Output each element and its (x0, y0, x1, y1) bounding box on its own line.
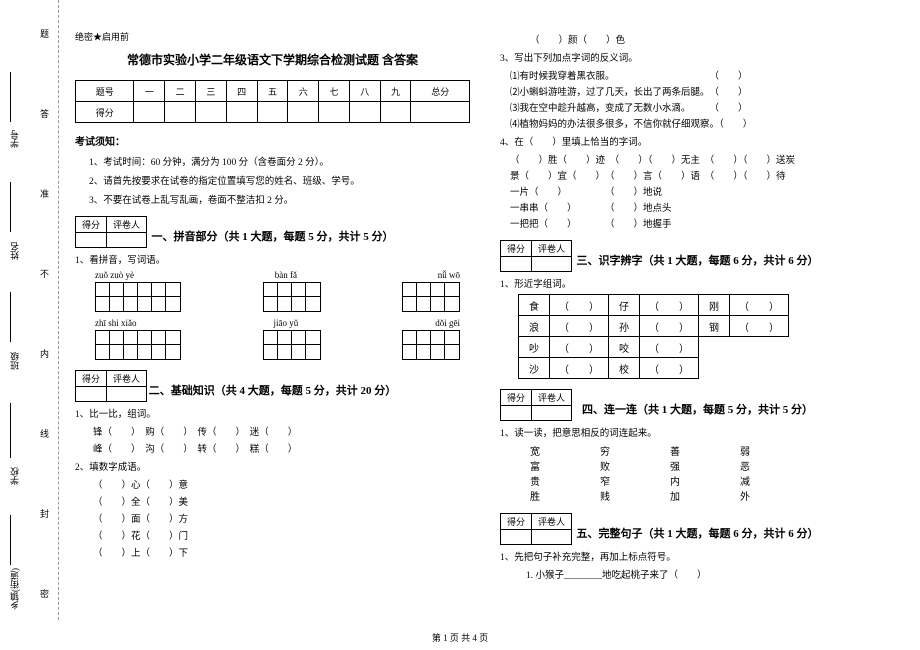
tian-grid (263, 330, 321, 360)
num-line: （ ）颜（ ）色 (530, 32, 895, 46)
compare-line: 峰（ ） 沟（ ） 转（ ） 糕（ ） (93, 441, 470, 455)
tian-grid (95, 330, 181, 360)
notice-item: 2、请首先按要求在试卷的指定位置填写您的姓名、班级、学号。 (89, 173, 470, 187)
margin-line (10, 182, 12, 232)
right-column: （ ）颜（ ）色 3、写出下列加点字词的反义词。 ⑴有时候我穿着黑衣服。 （ ）… (500, 30, 895, 583)
table-row: 得分 (76, 102, 470, 123)
pinyin: zhī shi xiǎo (95, 318, 137, 328)
compare-line: 锋（ ） 购（ ） 传（ ） 迷（ ） (93, 424, 470, 438)
pinyin-row: zhī shi xiǎo jiāo yǔ dǒi gēi (95, 318, 460, 328)
num-line: （ ）面（ ）方 (93, 511, 470, 525)
th: 三 (196, 81, 227, 102)
tian-grid-row (95, 282, 460, 312)
question-sentence: 1、先把句子补充完整，再加上标点符号。 (500, 549, 895, 563)
lian-row: 富败强恶 (530, 458, 895, 473)
tian-grid (402, 282, 460, 312)
page-footer: 第 1 页 共 4 页 (0, 631, 920, 644)
notice-head: 考试须知： (75, 133, 470, 148)
score-table: 题号 一 二 三 四 五 六 七 八 九 总分 得分 (75, 80, 470, 123)
margin-marker: 密 (40, 587, 49, 600)
margin-line (10, 72, 12, 122)
th: 总分 (411, 81, 470, 102)
antonym-line: ⑴有时候我穿着黑衣服。 （ ） (510, 68, 895, 82)
page-content: 绝密★启用前 常德市实验小学二年级语文下学期综合检测试题 含答案 题号 一 二 … (75, 30, 900, 583)
margin-marker: 题 (40, 27, 49, 40)
lian-row: 宽穷善弱 (530, 443, 895, 458)
th: 二 (165, 81, 196, 102)
exam-title: 常德市实验小学二年级语文下学期综合检测试题 含答案 (75, 51, 470, 68)
pinyin: zuǒ zuò yè (95, 270, 134, 280)
margin-label-school: 学校 (8, 467, 21, 485)
lian-row: 贵窄内减 (530, 473, 895, 488)
table-row: 食（ ） 仔（ ） 刚（ ） (519, 295, 789, 316)
secret-label: 绝密★启用前 (75, 30, 470, 43)
th: 题号 (76, 81, 134, 102)
th: 一 (134, 81, 165, 102)
question-pinyin: 1、看拼音，写词语。 (75, 252, 470, 266)
margin-marker: 准 (40, 187, 49, 200)
margin-marker: 线 (40, 427, 49, 440)
antonym-line: ⑷植物妈妈的办法很多很多，不信你就仔细观察。（ ） (510, 116, 895, 130)
notice-item: 3、不要在试卷上乱写乱画，卷面不整洁扣 2 分。 (89, 192, 470, 206)
pinyin: bàn fǎ (275, 270, 297, 280)
left-column: 绝密★启用前 常德市实验小学二年级语文下学期综合检测试题 含答案 题号 一 二 … (75, 30, 470, 583)
pinyin-row: zuǒ zuò yè bàn fǎ nǚ wō (95, 270, 460, 280)
pinyin: nǚ wō (438, 270, 460, 280)
table-row: 题号 一 二 三 四 五 六 七 八 九 总分 (76, 81, 470, 102)
question-fill: 4、在（ ）里填上恰当的字词。 (500, 134, 895, 148)
binding-margin: 乡镇(街道) 学校 班级 姓名 学号 密 封 线 内 不 准 答 题 (0, 0, 59, 620)
sentence-line: 1. 小猴子________地吃起桃子来了（ ） (526, 567, 895, 581)
th: 九 (380, 81, 411, 102)
antonym-line: ⑶我在空中趁升越高，变成了无数小水滴。 （ ） (510, 100, 895, 114)
th: 六 (288, 81, 319, 102)
lian-row: 胜贱加外 (530, 488, 895, 503)
margin-line (10, 292, 12, 342)
question-compare: 1、比一比，组词。 (75, 406, 470, 420)
margin-label-name: 姓名 (8, 242, 21, 260)
num-line: （ ）花（ ）门 (93, 528, 470, 542)
antonym-line: ⑵小蝌蚪游哇游，过了几天，长出了两条后腿。 （ ） (510, 84, 895, 98)
th: 五 (257, 81, 288, 102)
margin-label-class: 班级 (8, 352, 21, 370)
fill-line: 景（ ）宜（ ） （ ）言（ ）语 （ ）（ ）待 (510, 168, 895, 182)
th: 七 (319, 81, 350, 102)
margin-label-township: 乡镇(街道) (8, 568, 21, 610)
margin-line (10, 515, 12, 565)
tian-grid (95, 282, 181, 312)
margin-marker: 封 (40, 507, 49, 520)
question-lian: 1、读一读，把意思相反的词连起来。 (500, 425, 895, 439)
question-antonym: 3、写出下列加点字词的反义词。 (500, 50, 895, 64)
table-row: 吵（ ） 咬（ ） (519, 337, 789, 358)
question-shape: 1、形近字组词。 (500, 276, 895, 290)
fill-line: 一串串（ ） （ ）地点头 (510, 200, 895, 214)
tian-grid-row (95, 330, 460, 360)
table-row: 沙（ ） 校（ ） (519, 358, 789, 379)
tian-grid (263, 282, 321, 312)
tian-grid (402, 330, 460, 360)
margin-marker: 答 (40, 107, 49, 120)
margin-line (10, 403, 12, 458)
pinyin: dǒi gēi (435, 318, 460, 328)
table-row: 浪（ ） 孙（ ） 钢（ ） (519, 316, 789, 337)
row-label: 得分 (76, 102, 134, 123)
notice-item: 1、考试时间：60 分钟，满分为 100 分（含卷面分 2 分）。 (89, 154, 470, 168)
margin-marker: 不 (40, 267, 49, 280)
margin-label-id: 学号 (8, 130, 21, 148)
margin-marker: 内 (40, 347, 49, 360)
th: 四 (226, 81, 257, 102)
char-table: 食（ ） 仔（ ） 刚（ ） 浪（ ） 孙（ ） 钢（ ） 吵（ ） 咬（ ） … (518, 294, 789, 379)
fill-line: （ ）胜（ ）迹 （ ）（ ）无主 （ ）（ ）送炭 (510, 152, 895, 166)
th: 八 (349, 81, 380, 102)
num-line: （ ）全（ ）美 (93, 494, 470, 508)
num-line: （ ）上（ ）下 (93, 545, 470, 559)
num-line: （ ）心（ ）意 (93, 477, 470, 491)
fill-line: 一把把（ ） （ ）地握手 (510, 216, 895, 230)
pinyin: jiāo yǔ (274, 318, 299, 328)
question-numidiom: 2、填数字成语。 (75, 459, 470, 473)
fill-line: 一片（ ） （ ）地说 (510, 184, 895, 198)
